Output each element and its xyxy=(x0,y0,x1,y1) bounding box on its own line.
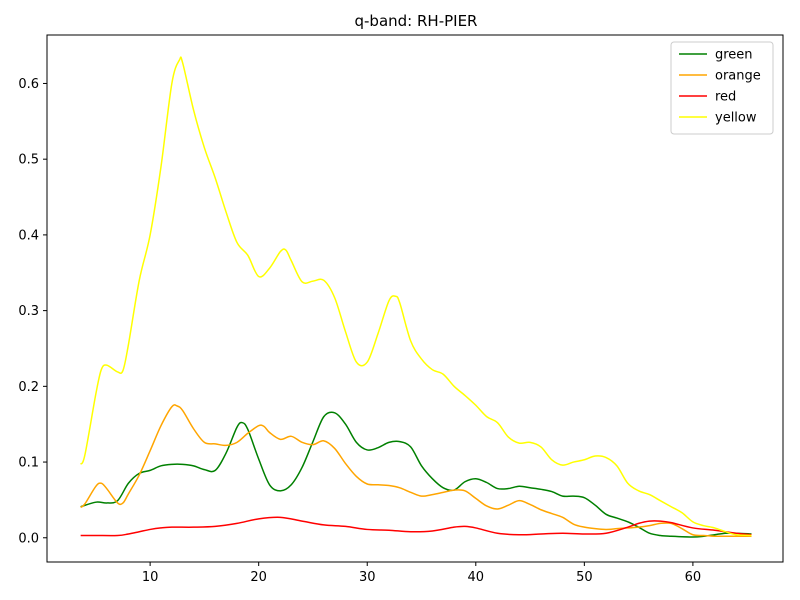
axes: 10 20 30 40 50 60 0.0 0.1 0.2 0.3 0.4 0.5 0.6 xyxy=(18,34,784,585)
y-tick-label: 0.1 xyxy=(18,456,39,471)
axes-frame xyxy=(46,34,784,563)
y-tick-label: 0.3 xyxy=(18,304,39,319)
series-line-red xyxy=(80,516,752,537)
x-tick-label: 60 xyxy=(685,570,702,585)
x-tick-label: 50 xyxy=(576,570,593,585)
plot-area xyxy=(79,56,752,538)
legend-box xyxy=(670,41,774,135)
y-tick-label: 0.6 xyxy=(18,77,39,92)
x-tick-label: 10 xyxy=(142,570,159,585)
y-tick-label: 0.0 xyxy=(18,531,39,546)
y-tick-label: 0.5 xyxy=(18,153,39,168)
x-tick-label: 20 xyxy=(250,570,267,585)
x-tick-label: 40 xyxy=(468,570,485,585)
legend-label-orange: orange xyxy=(715,69,761,84)
legend: green orange red yellow xyxy=(670,41,774,135)
legend-label-red: red xyxy=(715,90,736,105)
y-tick-label: 0.2 xyxy=(18,380,39,395)
series-line-green xyxy=(80,411,752,538)
y-tick-label: 0.4 xyxy=(18,228,39,243)
chart-title: q-band: RH-PIER xyxy=(355,12,478,30)
x-tick-label: 30 xyxy=(359,570,376,585)
legend-label-yellow: yellow xyxy=(715,111,757,126)
series-line-yellow xyxy=(79,56,752,537)
legend-label-green: green xyxy=(715,48,753,63)
